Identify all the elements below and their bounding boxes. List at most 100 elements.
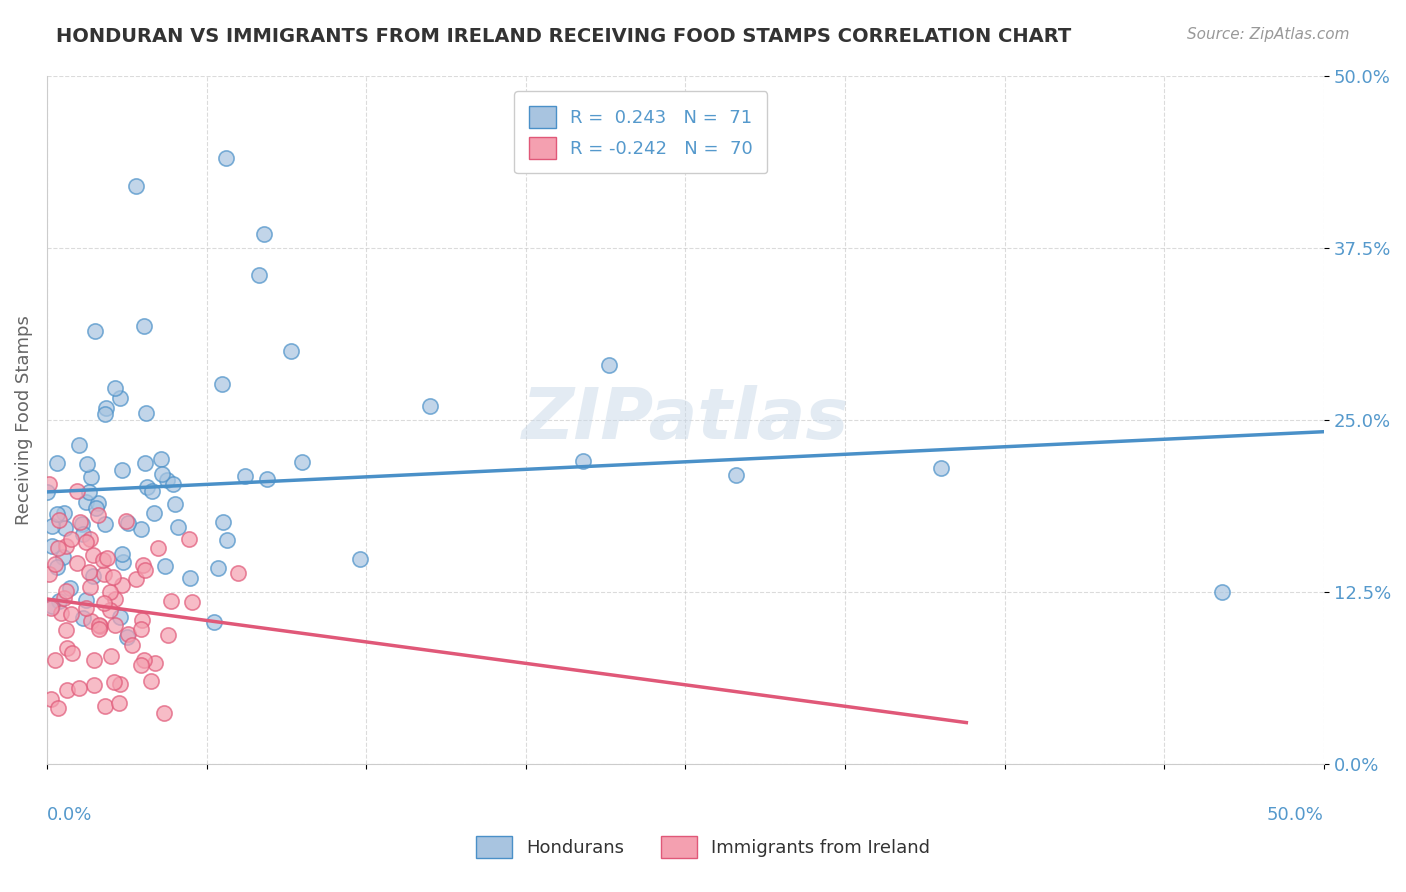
Hondurans — [48, 593, 70, 607]
Hondurans — [136, 480, 159, 494]
Immigrants from Ireland — [177, 532, 200, 546]
Hondurans — [141, 483, 163, 498]
Hondurans — [166, 520, 188, 534]
Hondurans — [67, 438, 90, 452]
Hondurans — [41, 599, 63, 613]
Hondurans — [112, 555, 135, 569]
Hondurans — [41, 518, 63, 533]
Immigrants from Ireland — [125, 572, 148, 586]
Hondurans — [150, 452, 173, 467]
Immigrants from Ireland — [104, 617, 127, 632]
Hondurans — [52, 506, 75, 520]
Immigrants from Ireland — [152, 706, 174, 721]
Hondurans — [572, 454, 595, 468]
Immigrants from Ireland — [82, 549, 104, 563]
Immigrants from Ireland — [89, 619, 111, 633]
Hondurans — [253, 227, 276, 241]
Hondurans — [135, 406, 157, 420]
Immigrants from Ireland — [39, 600, 62, 615]
Hondurans — [129, 522, 152, 536]
Hondurans — [96, 401, 118, 415]
Text: HONDURAN VS IMMIGRANTS FROM IRELAND RECEIVING FOOD STAMPS CORRELATION CHART: HONDURAN VS IMMIGRANTS FROM IRELAND RECE… — [56, 27, 1071, 45]
Hondurans — [80, 470, 103, 484]
Hondurans — [117, 516, 139, 530]
Immigrants from Ireland — [75, 534, 97, 549]
Hondurans — [111, 547, 134, 561]
Immigrants from Ireland — [66, 557, 89, 571]
Immigrants from Ireland — [111, 578, 134, 592]
Hondurans — [179, 571, 201, 585]
Legend: R =  0.243   N =  71, R = -0.242   N =  70: R = 0.243 N = 71, R = -0.242 N = 70 — [515, 92, 768, 173]
Hondurans — [115, 630, 138, 644]
Immigrants from Ireland — [79, 532, 101, 546]
Immigrants from Ireland — [160, 594, 183, 608]
Immigrants from Ireland — [132, 558, 155, 573]
Immigrants from Ireland — [108, 677, 131, 691]
Hondurans — [75, 593, 97, 607]
Hondurans — [211, 515, 233, 529]
Immigrants from Ireland — [38, 566, 60, 581]
Hondurans — [153, 558, 176, 573]
Hondurans — [53, 521, 76, 535]
Immigrants from Ireland — [55, 539, 77, 553]
Immigrants from Ireland — [89, 622, 111, 636]
Hondurans — [125, 178, 148, 193]
Immigrants from Ireland — [129, 657, 152, 672]
Immigrants from Ireland — [115, 514, 138, 528]
Immigrants from Ireland — [91, 553, 114, 567]
Immigrants from Ireland — [83, 652, 105, 666]
Hondurans — [150, 467, 173, 481]
Hondurans — [70, 517, 93, 532]
Immigrants from Ireland — [98, 603, 121, 617]
Immigrants from Ireland — [134, 563, 156, 577]
Immigrants from Ireland — [148, 541, 170, 555]
Hondurans — [163, 497, 186, 511]
Immigrants from Ireland — [48, 513, 70, 527]
Immigrants from Ireland — [157, 628, 180, 642]
Hondurans — [235, 469, 257, 483]
Immigrants from Ireland — [55, 584, 77, 599]
Hondurans — [86, 500, 108, 515]
Immigrants from Ireland — [56, 683, 79, 698]
Hondurans — [202, 615, 225, 630]
Hondurans — [72, 527, 94, 541]
Hondurans — [94, 516, 117, 531]
Immigrants from Ireland — [101, 570, 124, 584]
Hondurans — [217, 533, 239, 547]
Hondurans — [72, 610, 94, 624]
Immigrants from Ireland — [129, 622, 152, 636]
Immigrants from Ireland — [83, 677, 105, 691]
Immigrants from Ireland — [121, 638, 143, 652]
Hondurans — [41, 539, 63, 553]
Hondurans — [75, 495, 97, 509]
Hondurans — [929, 461, 952, 475]
Immigrants from Ireland — [143, 656, 166, 670]
Hondurans — [215, 151, 238, 165]
Text: Source: ZipAtlas.com: Source: ZipAtlas.com — [1187, 27, 1350, 42]
Hondurans — [58, 582, 80, 596]
Legend: Hondurans, Immigrants from Ireland: Hondurans, Immigrants from Ireland — [468, 829, 938, 865]
Immigrants from Ireland — [67, 681, 90, 696]
Hondurans — [143, 506, 166, 520]
Hondurans — [82, 569, 104, 583]
Immigrants from Ireland — [41, 692, 63, 706]
Text: 0.0%: 0.0% — [46, 805, 93, 823]
Hondurans — [46, 507, 69, 521]
Immigrants from Ireland — [94, 698, 117, 713]
Hondurans — [104, 381, 127, 395]
Hondurans — [37, 485, 59, 500]
Hondurans — [77, 484, 100, 499]
Immigrants from Ireland — [53, 591, 76, 606]
Immigrants from Ireland — [104, 592, 127, 607]
Y-axis label: Receiving Food Stamps: Receiving Food Stamps — [15, 315, 32, 524]
Hondurans — [291, 455, 314, 469]
Immigrants from Ireland — [79, 580, 101, 594]
Hondurans — [87, 496, 110, 510]
Hondurans — [51, 549, 73, 564]
Immigrants from Ireland — [60, 646, 83, 660]
Immigrants from Ireland — [100, 648, 122, 663]
Immigrants from Ireland — [93, 596, 115, 610]
Immigrants from Ireland — [117, 627, 139, 641]
Immigrants from Ireland — [103, 675, 125, 690]
Immigrants from Ireland — [131, 613, 153, 627]
